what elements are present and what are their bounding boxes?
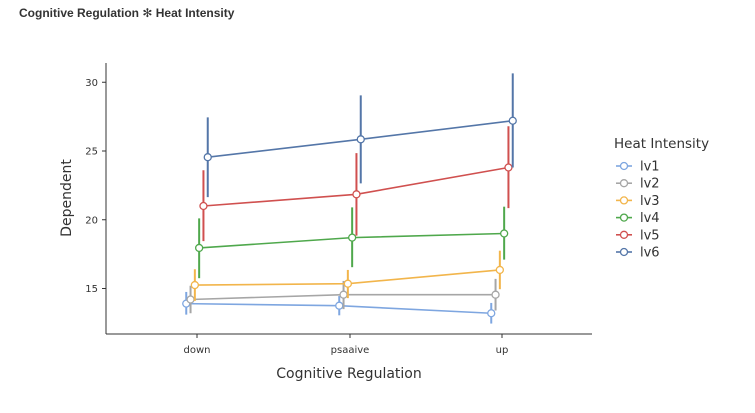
x-tick-label: psaaive	[331, 345, 370, 356]
legend-key-point	[619, 161, 629, 171]
y-axis-label: Dependent	[59, 159, 75, 237]
data-point	[203, 153, 212, 162]
data-point	[499, 229, 509, 238]
data-point	[194, 243, 204, 253]
x-ticks: down psaaive up	[184, 334, 509, 356]
legend-key-point	[619, 230, 629, 239]
x-tick-label: down	[184, 345, 211, 356]
legend-key-point	[619, 213, 629, 222]
legend-item-lv5: lv5	[616, 228, 660, 243]
series-lv4	[194, 206, 509, 279]
data-point	[186, 295, 195, 304]
legend-item-lv4: lv4	[616, 211, 660, 226]
series-lv1	[182, 291, 496, 324]
data-point	[495, 265, 505, 275]
legend-item-lv1: lv1	[616, 160, 660, 175]
axes: 15 20 25 30 down psaaive up Cognitive Regulat…	[59, 63, 592, 382]
legend-label: lv6	[640, 246, 660, 261]
chart-title: Cognitive Regulation ✻ Heat Intensity	[19, 6, 235, 20]
data-point	[190, 280, 200, 290]
data-point	[347, 233, 357, 242]
y-tick-label: 25	[85, 147, 98, 158]
series-lv3	[190, 250, 505, 301]
y-tick-label: 15	[85, 284, 98, 295]
series-lv6	[203, 73, 517, 198]
data-point	[339, 290, 348, 299]
legend-label: lv4	[640, 211, 660, 226]
data-point	[491, 290, 500, 299]
y-tick-label: 30	[85, 78, 98, 89]
x-axis-label: Cognitive Regulation	[276, 366, 421, 382]
data-point	[356, 135, 365, 144]
legend-key-point	[619, 179, 629, 188]
legend-title: Heat Intensity	[614, 136, 709, 152]
y-tick-label: 20	[85, 215, 98, 226]
data-point	[487, 309, 496, 318]
legend-key-point	[619, 196, 629, 205]
x-tick-label: up	[496, 345, 509, 356]
series-layer	[182, 73, 517, 324]
legend-label: lv5	[640, 228, 660, 243]
data-point	[199, 201, 208, 211]
series-lv2	[186, 278, 500, 314]
legend-key-point	[619, 247, 629, 257]
legend-item-lv3: lv3	[616, 194, 660, 209]
legend-label: lv2	[640, 177, 660, 192]
legend: Heat Intensity lv1 lv2 lv3 lv4 lv5 lv6	[614, 136, 709, 261]
series-lv5	[199, 126, 513, 242]
data-point	[352, 190, 361, 199]
data-point	[335, 301, 344, 310]
legend-item-lv2: lv2	[616, 177, 660, 192]
data-point	[343, 279, 353, 288]
legend-label: lv3	[640, 194, 660, 209]
legend-item-lv6: lv6	[616, 246, 660, 261]
legend-label: lv1	[640, 160, 660, 175]
data-point	[508, 116, 517, 125]
data-point	[504, 163, 513, 172]
y-ticks: 15 20 25 30	[85, 78, 106, 295]
legend-items: lv1 lv2 lv3 lv4 lv5 lv6	[616, 160, 660, 261]
